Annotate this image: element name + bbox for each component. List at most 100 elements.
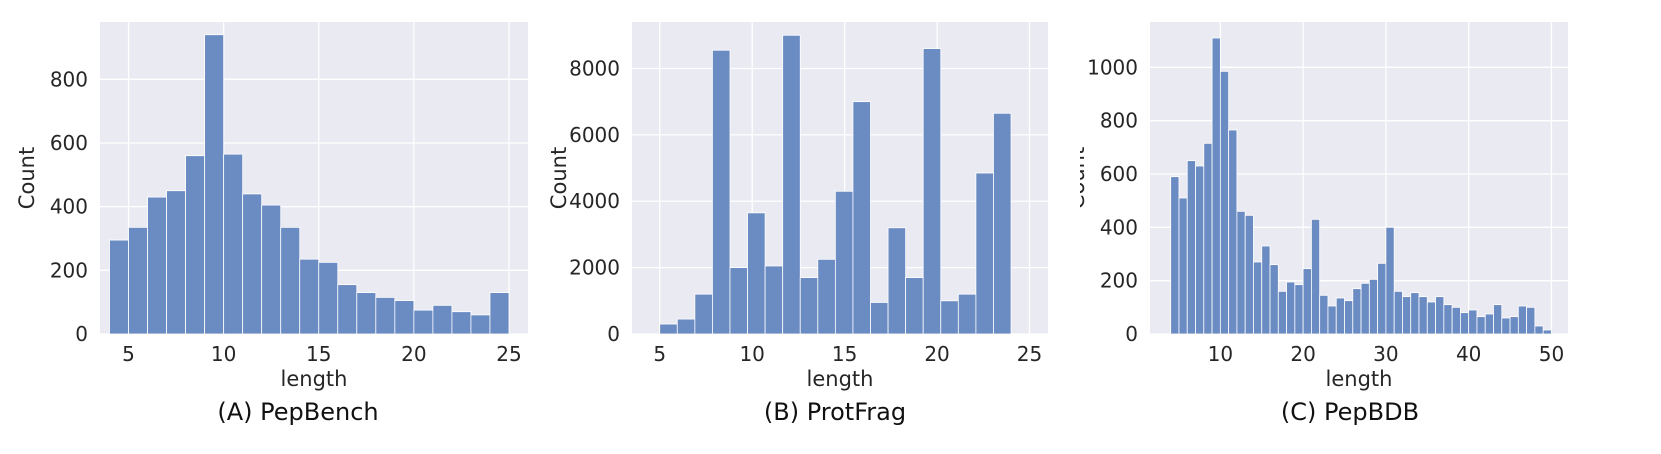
histogram-bar bbox=[1319, 294, 1329, 335]
histogram-bar bbox=[659, 323, 678, 335]
histogram-bar bbox=[747, 212, 766, 335]
x-tick-label: 30 bbox=[1373, 342, 1398, 366]
histogram-bar bbox=[242, 193, 263, 335]
histogram-bar bbox=[166, 190, 186, 335]
caption-pepbdb: (C) PepBDB bbox=[1280, 398, 1420, 426]
histogram-bar bbox=[1501, 317, 1511, 335]
histogram-bar bbox=[1170, 176, 1180, 335]
y-tick-label: 400 bbox=[1100, 215, 1138, 239]
histogram-bar bbox=[1335, 297, 1345, 335]
histogram-bar bbox=[870, 302, 889, 335]
y-tick-label: 0 bbox=[75, 322, 88, 346]
y-axis-label: Count bbox=[547, 147, 571, 209]
histogram-bar bbox=[1219, 70, 1230, 335]
x-axis-label: length bbox=[807, 367, 874, 391]
histogram-bar bbox=[1236, 210, 1246, 335]
histogram-bar bbox=[337, 284, 358, 335]
y-tick-label: 200 bbox=[50, 258, 88, 282]
histogram-protfrag: 5 10 15 20 25 0 2000 4000 6000 8000 length Count bbox=[547, 22, 1048, 391]
histogram-bar bbox=[1468, 309, 1478, 335]
y-tick-label: 200 bbox=[1100, 269, 1138, 293]
histogram-bar bbox=[852, 101, 871, 335]
x-tick-label: 15 bbox=[832, 342, 857, 366]
histogram-bar bbox=[1269, 264, 1279, 335]
histogram-bar bbox=[1228, 129, 1238, 335]
histogram-bar bbox=[1476, 316, 1486, 335]
panel-protfrag: 5 10 15 20 25 0 2000 4000 6000 8000 length Count (B… bbox=[540, 0, 1080, 454]
y-tick-label: 0 bbox=[607, 322, 620, 346]
histogram-bar bbox=[1435, 296, 1445, 335]
histogram-bar bbox=[147, 196, 167, 335]
histogram-bar bbox=[905, 277, 924, 335]
histogram-bar bbox=[1517, 305, 1528, 335]
x-tick-label: 5 bbox=[653, 342, 666, 366]
histogram-bar bbox=[1451, 306, 1461, 335]
histogram-bar bbox=[1526, 306, 1536, 335]
y-tick-label: 0 bbox=[1125, 322, 1138, 346]
x-tick-label: 5 bbox=[122, 342, 135, 366]
x-axis-label: length bbox=[1326, 367, 1393, 391]
y-tick-label: 8000 bbox=[569, 56, 620, 80]
histogram-bar bbox=[489, 292, 510, 335]
histogram-bar bbox=[1253, 261, 1263, 335]
histogram-bar bbox=[432, 304, 453, 335]
y-axis-label: Count bbox=[15, 147, 39, 209]
histogram-bar bbox=[1368, 278, 1379, 335]
histogram-bar bbox=[223, 153, 244, 335]
x-tick-label: 25 bbox=[496, 342, 521, 366]
y-tick-label: 600 bbox=[1100, 162, 1138, 186]
histogram-bar bbox=[1186, 160, 1196, 335]
histogram-bar bbox=[975, 172, 994, 335]
histogram-bar bbox=[1509, 316, 1519, 335]
histogram-bar bbox=[356, 292, 377, 335]
histogram-pepbench: 5 10 15 20 25 0 200 400 600 800 length Count bbox=[15, 22, 528, 391]
histogram-bar bbox=[1360, 282, 1370, 335]
histogram-bar bbox=[1393, 290, 1403, 335]
histogram-bar bbox=[782, 34, 801, 335]
histogram-bar bbox=[712, 49, 731, 335]
y-tick-label: 1000 bbox=[1087, 55, 1138, 79]
histogram-bar bbox=[1443, 304, 1453, 335]
x-tick-label: 15 bbox=[306, 342, 331, 366]
histogram-bar bbox=[1542, 329, 1552, 335]
y-tick-label: 600 bbox=[50, 131, 88, 155]
histogram-bar bbox=[676, 318, 696, 335]
histogram-bar bbox=[451, 311, 472, 335]
histogram-bar bbox=[1377, 262, 1387, 335]
panel-pepbdb: 10 20 30 40 50 0 200 400 600 800 1000 length Count (… bbox=[1065, 0, 1661, 454]
histogram-bar bbox=[1302, 268, 1312, 335]
y-tick-label: 6000 bbox=[569, 123, 620, 147]
x-tick-label: 20 bbox=[401, 342, 426, 366]
histogram-bar bbox=[1493, 304, 1503, 335]
histogram-bar bbox=[1294, 284, 1304, 335]
histogram-bar bbox=[128, 226, 148, 335]
y-tick-label: 800 bbox=[50, 67, 88, 91]
histogram-bar bbox=[729, 267, 748, 335]
histogram-bar bbox=[694, 293, 713, 335]
histogram-bar bbox=[1352, 288, 1362, 335]
histogram-bar bbox=[940, 300, 959, 335]
histogram-bar bbox=[413, 309, 434, 335]
histogram-bar bbox=[109, 239, 129, 335]
y-tick-label: 400 bbox=[50, 195, 88, 219]
histogram-bar bbox=[375, 296, 396, 335]
x-tick-label: 20 bbox=[1290, 342, 1315, 366]
y-tick-label: 2000 bbox=[569, 256, 620, 280]
histogram-bar bbox=[204, 34, 225, 335]
histogram-bar bbox=[1244, 214, 1254, 335]
x-tick-label: 10 bbox=[739, 342, 764, 366]
histogram-bar bbox=[394, 300, 415, 335]
histogram-bar bbox=[280, 226, 301, 335]
histogram-bar bbox=[318, 261, 339, 335]
y-axis-label: Count bbox=[1080, 147, 1089, 209]
histogram-bar bbox=[1203, 142, 1213, 335]
x-axis-label: length bbox=[281, 367, 348, 391]
panel-pepbench: 5 10 15 20 25 0 200 400 600 800 length Count (A) Pe… bbox=[0, 0, 540, 454]
x-tick-label: 25 bbox=[1017, 342, 1042, 366]
histogram-bar bbox=[1402, 296, 1412, 335]
y-tick-label: 4000 bbox=[569, 189, 620, 213]
histogram-pepbdb: 10 20 30 40 50 0 200 400 600 800 1000 length Count bbox=[1065, 22, 1568, 391]
histogram-bar bbox=[887, 227, 907, 335]
histogram-bar bbox=[993, 112, 1012, 335]
histogram-bar bbox=[1178, 197, 1188, 335]
